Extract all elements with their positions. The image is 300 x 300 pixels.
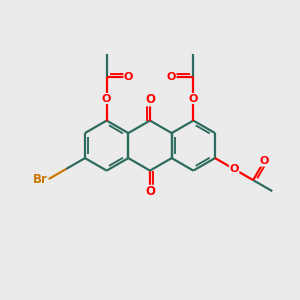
Text: O: O (102, 94, 111, 103)
Text: O: O (124, 71, 134, 82)
Text: O: O (260, 156, 269, 166)
Text: Br: Br (32, 172, 47, 185)
Text: O: O (145, 93, 155, 106)
Text: O: O (189, 94, 198, 103)
Text: O: O (145, 185, 155, 198)
Text: O: O (167, 71, 176, 82)
Text: O: O (230, 164, 239, 174)
